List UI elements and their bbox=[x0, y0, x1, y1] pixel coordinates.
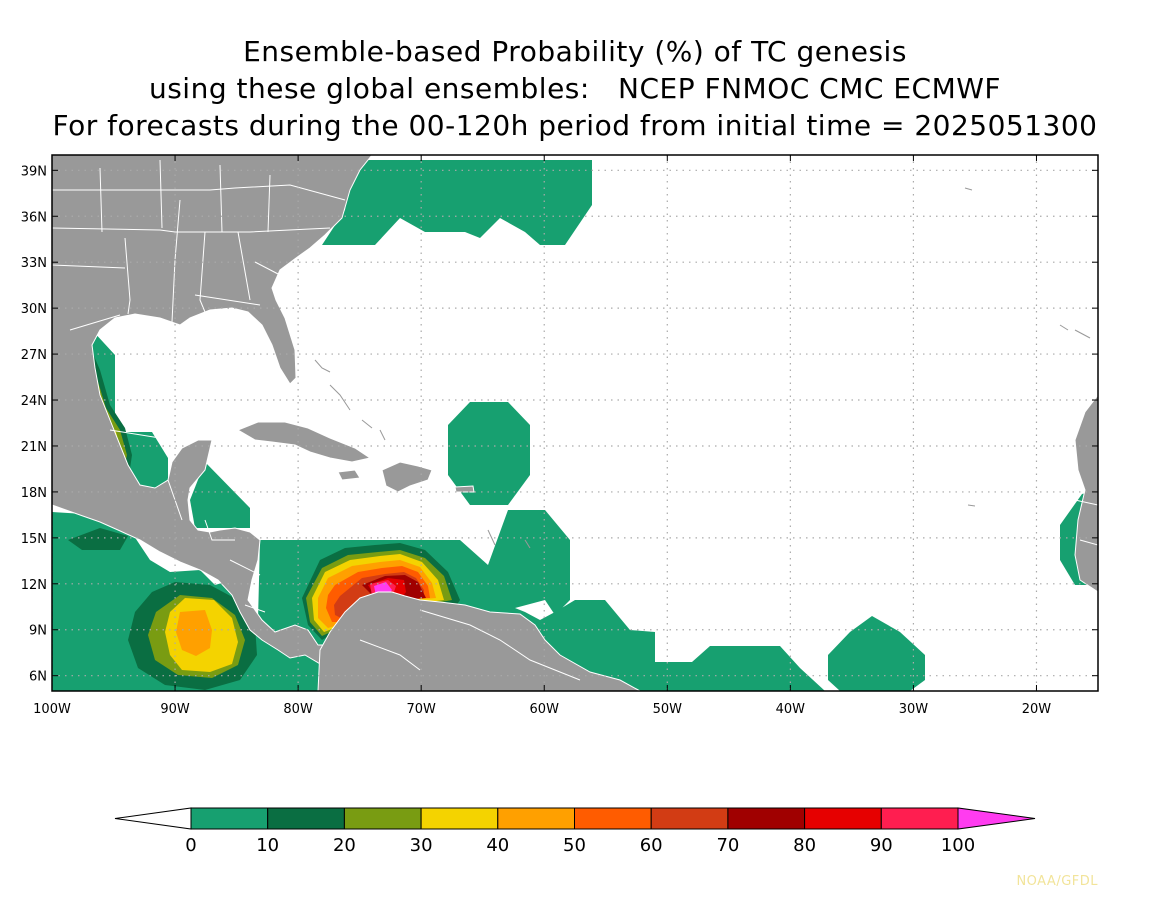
contour-0-mexico-gulf-coast bbox=[82, 330, 168, 500]
colorbar-label: 30 bbox=[410, 835, 433, 856]
jamaica bbox=[337, 469, 361, 481]
contour-10-pacific-south-mexico bbox=[68, 528, 128, 550]
contour-0-yucatan bbox=[190, 462, 250, 528]
colorbar-segment bbox=[267, 807, 345, 830]
lat-tick-label: 21N bbox=[21, 440, 47, 455]
lat-tick-label: 33N bbox=[21, 256, 47, 271]
lat-tick-label: 18N bbox=[21, 486, 47, 501]
lon-tick-label: 60W bbox=[530, 702, 560, 717]
colorbar-segment bbox=[727, 807, 806, 830]
colorbar-label: 70 bbox=[716, 835, 739, 856]
colorbar-label: 60 bbox=[640, 835, 663, 856]
colorbar-segment bbox=[804, 807, 882, 830]
latitude-axis: 39N 36N 33N 30N 27N 24N 21N 18N 15N 12N 9N 6N bbox=[21, 164, 1098, 685]
political-borders bbox=[52, 159, 1098, 681]
puerto-rico bbox=[454, 485, 475, 493]
map-title: Ensemble-based Probability (%) of TC gen… bbox=[0, 33, 1150, 144]
contour-0-central-atlantic bbox=[448, 402, 530, 505]
colorbar-label: 80 bbox=[793, 835, 816, 856]
title-line-1: Ensemble-based Probability (%) of TC gen… bbox=[243, 35, 907, 68]
colorbar-label: 0 bbox=[185, 835, 196, 856]
title-line-2: using these global ensembles: NCEP FNMOC… bbox=[148, 72, 1002, 105]
contour-40-pacific bbox=[176, 610, 212, 656]
africa bbox=[1074, 394, 1098, 593]
south-america bbox=[317, 591, 641, 691]
colorbar-segment bbox=[574, 807, 652, 830]
lat-tick-label: 30N bbox=[21, 302, 47, 317]
lon-tick-label: 90W bbox=[160, 702, 190, 717]
contour-0-east-atlantic bbox=[828, 616, 925, 691]
colorbar-segment bbox=[190, 807, 269, 830]
lon-tick-label: 40W bbox=[776, 702, 806, 717]
north-america bbox=[52, 155, 373, 666]
colorbar-label: 50 bbox=[563, 835, 586, 856]
lon-tick-label: 20W bbox=[1022, 702, 1052, 717]
colorbar-segment bbox=[497, 807, 575, 830]
lon-tick-label: 100W bbox=[33, 702, 71, 717]
map-frame bbox=[51, 154, 1099, 692]
hispaniola bbox=[381, 461, 433, 493]
colorbar-high-arrow bbox=[957, 807, 1036, 830]
lat-tick-label: 27N bbox=[21, 348, 47, 363]
contour-0-atlantic-north bbox=[322, 160, 592, 245]
island-outlines bbox=[314, 187, 1091, 549]
colorbar-label: 40 bbox=[486, 835, 509, 856]
lat-tick-label: 6N bbox=[29, 670, 47, 685]
lat-tick-label: 39N bbox=[21, 164, 47, 179]
colorbar-label: 20 bbox=[333, 835, 356, 856]
longitude-axis: 100W 90W 80W 70W 60W 50W 40W 30W 20W bbox=[33, 155, 1051, 717]
lon-tick-label: 80W bbox=[283, 702, 313, 717]
lon-tick-label: 50W bbox=[653, 702, 683, 717]
lat-tick-label: 36N bbox=[21, 210, 47, 225]
lon-tick-label: 70W bbox=[406, 702, 436, 717]
graticule bbox=[52, 155, 1098, 691]
lon-tick-label: 30W bbox=[899, 702, 929, 717]
lat-tick-label: 12N bbox=[21, 578, 47, 593]
colorbar-label: 10 bbox=[256, 835, 279, 856]
colorbar-label: 100 bbox=[941, 835, 975, 856]
cuba bbox=[236, 421, 372, 463]
lat-tick-label: 15N bbox=[21, 532, 47, 547]
colorbar: 0 10 20 30 40 50 60 70 80 90 100 bbox=[114, 807, 1036, 856]
lat-tick-label: 9N bbox=[29, 624, 47, 639]
colorbar-low-arrow bbox=[114, 807, 192, 830]
land bbox=[52, 155, 1098, 691]
credit-label: NOAA/GFDL bbox=[1016, 874, 1098, 889]
title-line-3: For forecasts during the 00-120h period … bbox=[52, 109, 1098, 142]
colorbar-label: 90 bbox=[870, 835, 893, 856]
colorbar-segment bbox=[650, 807, 729, 830]
colorbar-segment bbox=[343, 807, 422, 830]
colorbar-segment bbox=[880, 807, 959, 830]
colorbar-segment bbox=[420, 807, 499, 830]
lat-tick-label: 24N bbox=[21, 394, 47, 409]
